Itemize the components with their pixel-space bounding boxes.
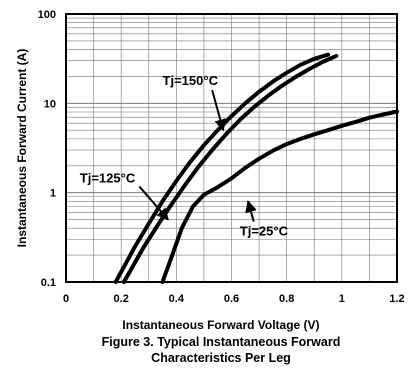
x-tick-label: 0 bbox=[63, 293, 69, 305]
y-tick-label: 0.1 bbox=[41, 277, 56, 289]
annotation-arrow-2 bbox=[138, 185, 169, 221]
x-tick-label: 0.8 bbox=[279, 293, 294, 305]
x-tick-label: 1.2 bbox=[389, 293, 404, 305]
y-tick-label: 10 bbox=[44, 98, 56, 110]
x-tick-label: 0.6 bbox=[224, 293, 239, 305]
series-group bbox=[113, 52, 399, 284]
figure-caption-line-2: Characteristics Per Leg bbox=[151, 351, 291, 365]
plot-frame bbox=[65, 13, 398, 283]
annotation-label-2: Tj=125°C bbox=[80, 170, 136, 185]
series-line-2 bbox=[121, 53, 339, 284]
grid bbox=[66, 14, 397, 282]
y-tick-label: 1 bbox=[50, 188, 56, 200]
series-line-3 bbox=[160, 109, 399, 284]
x-axis-label: Instantaneous Forward Voltage (V) bbox=[122, 318, 319, 332]
y-tick-label: 100 bbox=[38, 9, 56, 21]
y-axis-label: Instantaneous Forward Current (A) bbox=[15, 49, 29, 248]
x-tick-label: 0.4 bbox=[169, 293, 185, 305]
series-line-1 bbox=[113, 52, 330, 284]
x-tick-label: 0.2 bbox=[114, 293, 129, 305]
annotation-arrow-3 bbox=[245, 200, 257, 222]
figure-caption-line-1: Figure 3. Typical Instantaneous Forward bbox=[102, 335, 341, 349]
annotation-label-3: Tj=25°C bbox=[240, 224, 289, 239]
annotation-group: Tj=150°C Tj=125°C Tj=25°C bbox=[80, 73, 289, 239]
annotation-label-1: Tj=150°C bbox=[163, 73, 219, 88]
x-tick-label: 1 bbox=[339, 293, 345, 305]
annotation-arrow-1 bbox=[211, 89, 227, 132]
tick-labels: 0 0.2 0.4 0.6 0.8 1 1.2 0.1 1 10 100 bbox=[38, 9, 405, 305]
